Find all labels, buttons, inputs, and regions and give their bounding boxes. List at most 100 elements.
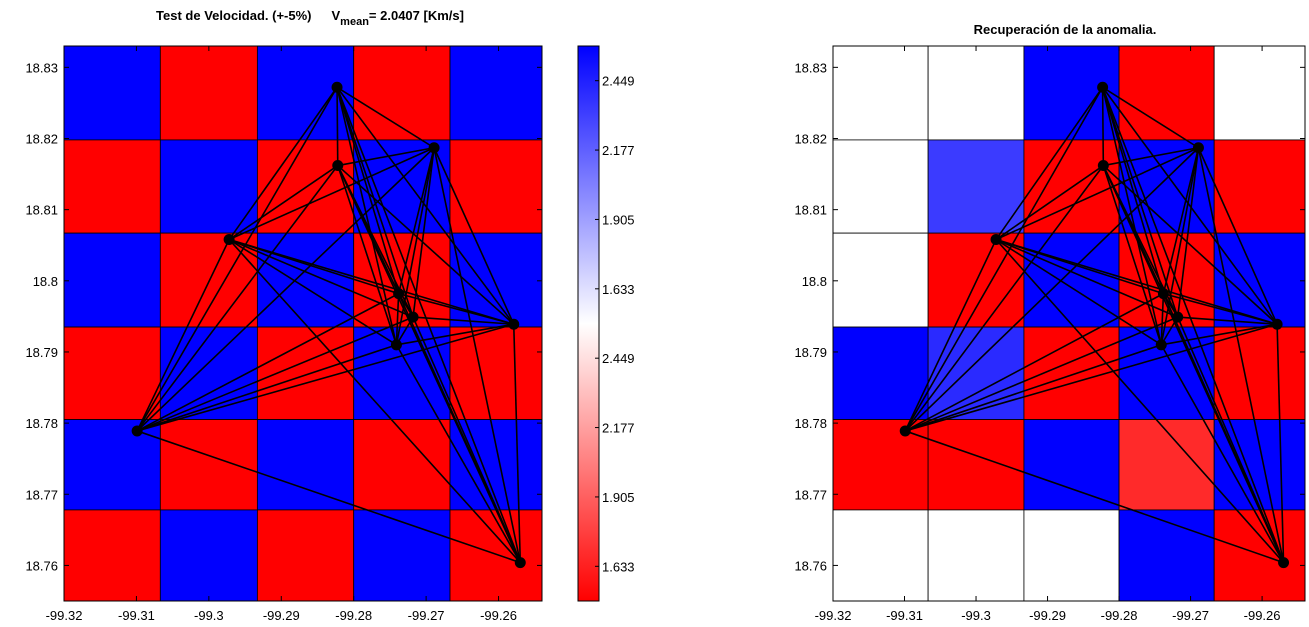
right-station-6 (1155, 339, 1167, 351)
right-ray-path-38 (1176, 316, 1285, 563)
left-cell-r0-c0 (63, 45, 161, 141)
left-cell-r5-c3 (353, 509, 451, 602)
colorbar-tick-label: 1.905 (602, 490, 635, 505)
colorbar-tick-label: 2.177 (602, 421, 635, 436)
left-ray-path-12 (337, 165, 398, 346)
right-ray-path-37 (904, 316, 1179, 432)
left-ray-path-29 (228, 239, 521, 564)
left-station-2 (428, 142, 440, 154)
right-station-4 (1157, 288, 1169, 300)
left-y-tick-label: 18.77 (25, 487, 58, 502)
left-ray-path-8 (228, 86, 338, 241)
right-ray-paths (904, 86, 1285, 564)
left-cell-r4-c1 (159, 419, 258, 511)
right-x-tick-label: -99.28 (1101, 608, 1138, 623)
left-cell-r0-c1 (159, 45, 258, 141)
right-ray-path-27 (995, 238, 1278, 325)
left-ray-path-40 (136, 344, 397, 432)
left-ray-path-37 (136, 316, 414, 432)
right-ray-path-39 (1161, 323, 1278, 346)
right-cell-r5-c2 (1023, 509, 1120, 602)
left-ray-path-42 (136, 323, 514, 432)
right-cell-r5-c4 (1213, 509, 1306, 602)
colorbar-tick-label: 2.449 (602, 351, 635, 366)
left-cell-r2-c2 (256, 232, 355, 328)
right-cell-r0-c0 (832, 45, 929, 141)
right-stations (899, 81, 1290, 569)
right-plot-title: Recuperación de la anomalia. (974, 22, 1157, 37)
left-y-tick-label: 18.78 (25, 416, 58, 431)
left-cell-r1-c0 (63, 139, 161, 234)
right-ray-path-13 (1102, 164, 1278, 325)
left-y-ticks: 18.76 18.77 18.78 18.79 18.8 18.81 18.82 18.83 (25, 60, 542, 573)
left-x-tick-label: -99.27 (408, 608, 445, 623)
left-ray-path-17 (228, 147, 435, 241)
right-ray-path-12 (1102, 165, 1163, 346)
left-cell-r0-c3 (353, 45, 451, 141)
right-station-3 (990, 234, 1002, 246)
left-ray-path-41 (395, 344, 521, 563)
right-y-tick-label: 18.83 (794, 60, 827, 75)
left-ray-path-18 (397, 147, 435, 294)
right-cell-r4-c0 (832, 419, 929, 511)
right-y-tick-label: 18.76 (794, 558, 827, 573)
left-ray-path-33 (136, 292, 399, 432)
right-ray-path-23 (1197, 147, 1285, 563)
right-cell-r1-c4 (1213, 139, 1306, 234)
left-ray-path-5 (336, 86, 515, 325)
right-x-tick-label: -99.31 (886, 608, 923, 623)
right-ray-path-22 (904, 147, 1199, 432)
left-y-tick-label: 18.81 (25, 203, 58, 218)
left-ray-path-27 (228, 238, 514, 325)
colorbar-tick-label: 1.905 (602, 212, 635, 227)
left-cell-r5-c1 (159, 509, 258, 602)
left-station-8 (131, 425, 143, 437)
left-station-5 (407, 311, 419, 323)
colorbar-tick-label: 1.633 (602, 559, 635, 574)
left-ray-path-9 (337, 146, 435, 167)
left-ray-path-22 (136, 147, 435, 432)
right-y-tick-label: 18.82 (794, 132, 827, 147)
right-y-tick-label: 18.77 (794, 487, 827, 502)
left-ray-path-4 (336, 87, 398, 346)
right-ray-path-26 (995, 238, 1162, 346)
left-station-3 (223, 234, 235, 246)
right-y-tick-label: 18.81 (794, 203, 827, 218)
right-cell-r0-c1 (927, 45, 1025, 141)
left-cell-r2-c3 (353, 232, 451, 328)
right-ray-path-29 (995, 239, 1285, 564)
right-ray-path-41 (1160, 344, 1285, 563)
left-cell-r3-c4 (449, 326, 543, 420)
right-station-9 (1278, 557, 1290, 569)
panel-right: Recuperación de la anomalia. -99.32 -99.3… (794, 22, 1306, 623)
right-cell-r2-c2 (1023, 232, 1120, 328)
right-ray-path-33 (904, 292, 1164, 432)
right-ray-path-42 (905, 323, 1278, 432)
left-ray-path-26 (228, 238, 397, 346)
left-x-tick-label: -99.32 (46, 608, 83, 623)
panel-left: Test de Velocidad. (+-5%) Vmean= 2.0407 [… (25, 8, 543, 623)
left-ray-path-13 (337, 164, 515, 325)
right-ray-path-8 (995, 86, 1104, 240)
left-ray-path-44 (136, 430, 521, 564)
left-x-tick-label: -99.29 (263, 608, 300, 623)
right-ray-path-40 (904, 344, 1162, 432)
left-ray-path-23 (433, 147, 522, 563)
right-ray-path-25 (995, 238, 1179, 318)
right-ray-path-6 (904, 86, 1104, 432)
left-plot-title: Test de Velocidad. (+-5%) Vmean= 2.0407 [… (156, 8, 464, 28)
left-station-0 (331, 81, 343, 93)
right-ray-path-28 (904, 239, 997, 432)
left-station-6 (390, 339, 402, 351)
right-ray-path-0 (1101, 87, 1105, 166)
right-x-tick-label: -99.32 (815, 608, 852, 623)
left-x-tick-label: -99.28 (335, 608, 372, 623)
right-cell-r1-c0 (832, 139, 929, 234)
right-cell-r4-c2 (1023, 419, 1120, 511)
right-cell-r3-c0 (832, 326, 929, 420)
left-station-4 (393, 288, 405, 300)
left-ray-path-21 (433, 147, 515, 325)
right-cell-r4-c3 (1118, 419, 1215, 511)
left-y-tick-label: 18.79 (25, 345, 58, 360)
